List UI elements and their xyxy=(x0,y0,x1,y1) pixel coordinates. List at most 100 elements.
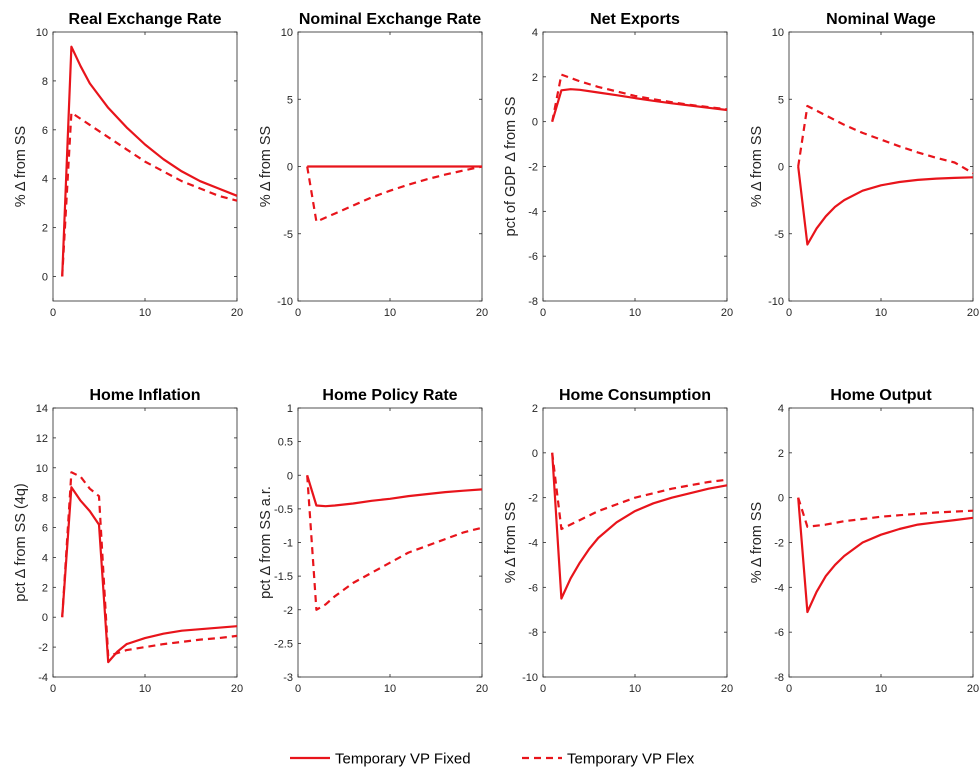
y-tick-label: -4 xyxy=(528,206,538,218)
y-tick-label: -8 xyxy=(528,296,538,308)
x-tick-label: 20 xyxy=(231,683,243,695)
y-tick-label: -2 xyxy=(38,642,48,654)
series-line-flex xyxy=(551,452,728,531)
y-tick-label: 0 xyxy=(42,272,48,284)
legend-flex-label: Temporary VP Flex xyxy=(567,751,695,768)
y-tick-label: 2 xyxy=(532,72,538,84)
x-tick-label: 20 xyxy=(476,307,488,319)
y-tick-label: 0 xyxy=(532,117,538,129)
y-axis-label: % Δ from SS xyxy=(13,126,29,207)
y-tick-label: 0 xyxy=(778,162,784,174)
y-tick-label: 2 xyxy=(42,582,48,594)
y-axis-label: % Δ from SS xyxy=(749,502,765,583)
plot-area xyxy=(542,407,728,678)
y-tick-label: 12 xyxy=(36,433,48,445)
chart-title: Home Consumption xyxy=(559,387,711,404)
chart-panel: 0 10 20 -3 -2.5 -2 -1.5 -1 -0.5 0 0.5 1 Home Policy … xyxy=(258,387,488,695)
y-tick-label: -2 xyxy=(528,493,538,505)
chart-title: Home Inflation xyxy=(89,387,200,404)
y-tick-label: 14 xyxy=(36,403,48,415)
y-tick-label: 4 xyxy=(42,552,48,564)
x-tick-label: 0 xyxy=(50,683,56,695)
chart-title: Nominal Wage xyxy=(826,11,936,28)
y-tick-label: 0 xyxy=(287,470,293,482)
y-tick-label: 0 xyxy=(42,612,48,624)
y-axis-label: % Δ from SS xyxy=(749,126,765,207)
x-tick-label: 0 xyxy=(295,307,301,319)
y-tick-label: -2 xyxy=(283,605,293,617)
x-tick-label: 20 xyxy=(476,683,488,695)
y-tick-label: -0.5 xyxy=(274,504,293,516)
y-tick-label: 1 xyxy=(287,403,293,415)
y-tick-label: -8 xyxy=(528,627,538,639)
y-tick-label: 4 xyxy=(42,174,48,186)
y-tick-label: -5 xyxy=(283,229,293,241)
x-tick-label: 0 xyxy=(50,307,56,319)
series-line-fixed xyxy=(797,166,974,246)
y-tick-label: 8 xyxy=(42,493,48,505)
y-tick-label: 8 xyxy=(42,76,48,88)
x-tick-label: 0 xyxy=(295,683,301,695)
chart-panel: 0 10 20 -10 -5 0 5 10 Nominal Exchange Rate % Δ f… xyxy=(258,11,488,319)
y-tick-label: 5 xyxy=(287,94,293,106)
plot-area xyxy=(788,407,974,678)
y-tick-label: -5 xyxy=(774,229,784,241)
x-tick-label: 0 xyxy=(540,683,546,695)
x-tick-label: 10 xyxy=(384,683,396,695)
y-axis-label: % Δ from SS xyxy=(258,126,274,207)
y-tick-label: -2 xyxy=(774,538,784,550)
x-tick-label: 10 xyxy=(139,307,151,319)
y-tick-label: -6 xyxy=(528,582,538,594)
x-tick-label: 20 xyxy=(721,683,733,695)
y-tick-label: -10 xyxy=(277,296,293,308)
series-line-flex xyxy=(61,111,238,277)
y-tick-label: 10 xyxy=(36,463,48,475)
chart-title: Net Exports xyxy=(590,11,680,28)
y-tick-label: 0 xyxy=(778,493,784,505)
y-tick-label: 6 xyxy=(42,125,48,137)
series-line-flex xyxy=(61,471,238,658)
series-line-flex xyxy=(797,104,974,175)
legend-fixed-label: Temporary VP Fixed xyxy=(335,751,471,768)
y-tick-label: 10 xyxy=(36,27,48,39)
plot-area xyxy=(52,31,238,302)
plot-area xyxy=(297,407,483,678)
y-axis-label: pct of GDP Δ from SS xyxy=(503,97,519,237)
y-tick-label: -3 xyxy=(283,672,293,684)
chart-panel: 0 10 20 0 2 4 6 8 10 Real Exchange Rate % Δ from S… xyxy=(13,11,243,319)
chart-panel: 0 10 20 -10 -8 -6 -4 -2 0 2 Home Consumption % Δ fr… xyxy=(503,387,733,695)
y-tick-label: 0 xyxy=(287,162,293,174)
series-line-flex xyxy=(306,475,483,611)
chart-title: Real Exchange Rate xyxy=(69,11,222,28)
y-tick-label: -10 xyxy=(768,296,784,308)
x-tick-label: 0 xyxy=(786,307,792,319)
series-line-fixed xyxy=(61,45,238,277)
y-tick-label: 2 xyxy=(532,403,538,415)
y-tick-label: 10 xyxy=(772,27,784,39)
y-axis-label: % Δ from SS xyxy=(503,502,519,583)
y-tick-label: -4 xyxy=(774,582,784,594)
x-tick-label: 10 xyxy=(875,683,887,695)
plot-area xyxy=(52,407,238,678)
chart-panel: 0 10 20 -8 -6 -4 -2 0 2 4 Net Exports pct of GDP Δ … xyxy=(503,11,733,319)
chart-panel: 0 10 20 -8 -6 -4 -2 0 2 4 Home Output % Δ from SS xyxy=(749,387,979,695)
series-line-flex xyxy=(306,165,483,223)
x-tick-label: 10 xyxy=(139,683,151,695)
x-tick-label: 10 xyxy=(384,307,396,319)
y-tick-label: 10 xyxy=(281,27,293,39)
x-tick-label: 20 xyxy=(231,307,243,319)
x-tick-label: 20 xyxy=(721,307,733,319)
chart-title: Home Output xyxy=(830,387,932,404)
series-line-fixed xyxy=(797,497,974,614)
x-tick-label: 0 xyxy=(540,307,546,319)
y-tick-label: 4 xyxy=(778,403,784,415)
y-tick-label: 6 xyxy=(42,523,48,535)
series-line-fixed xyxy=(551,452,728,600)
y-tick-label: -8 xyxy=(774,672,784,684)
y-tick-label: 0.5 xyxy=(278,437,293,449)
y-tick-label: 2 xyxy=(778,448,784,460)
series-line-fixed xyxy=(61,486,238,664)
series-line-flex xyxy=(551,73,728,122)
legend: Temporary VP Fixed Temporary VP Flex xyxy=(290,751,695,768)
